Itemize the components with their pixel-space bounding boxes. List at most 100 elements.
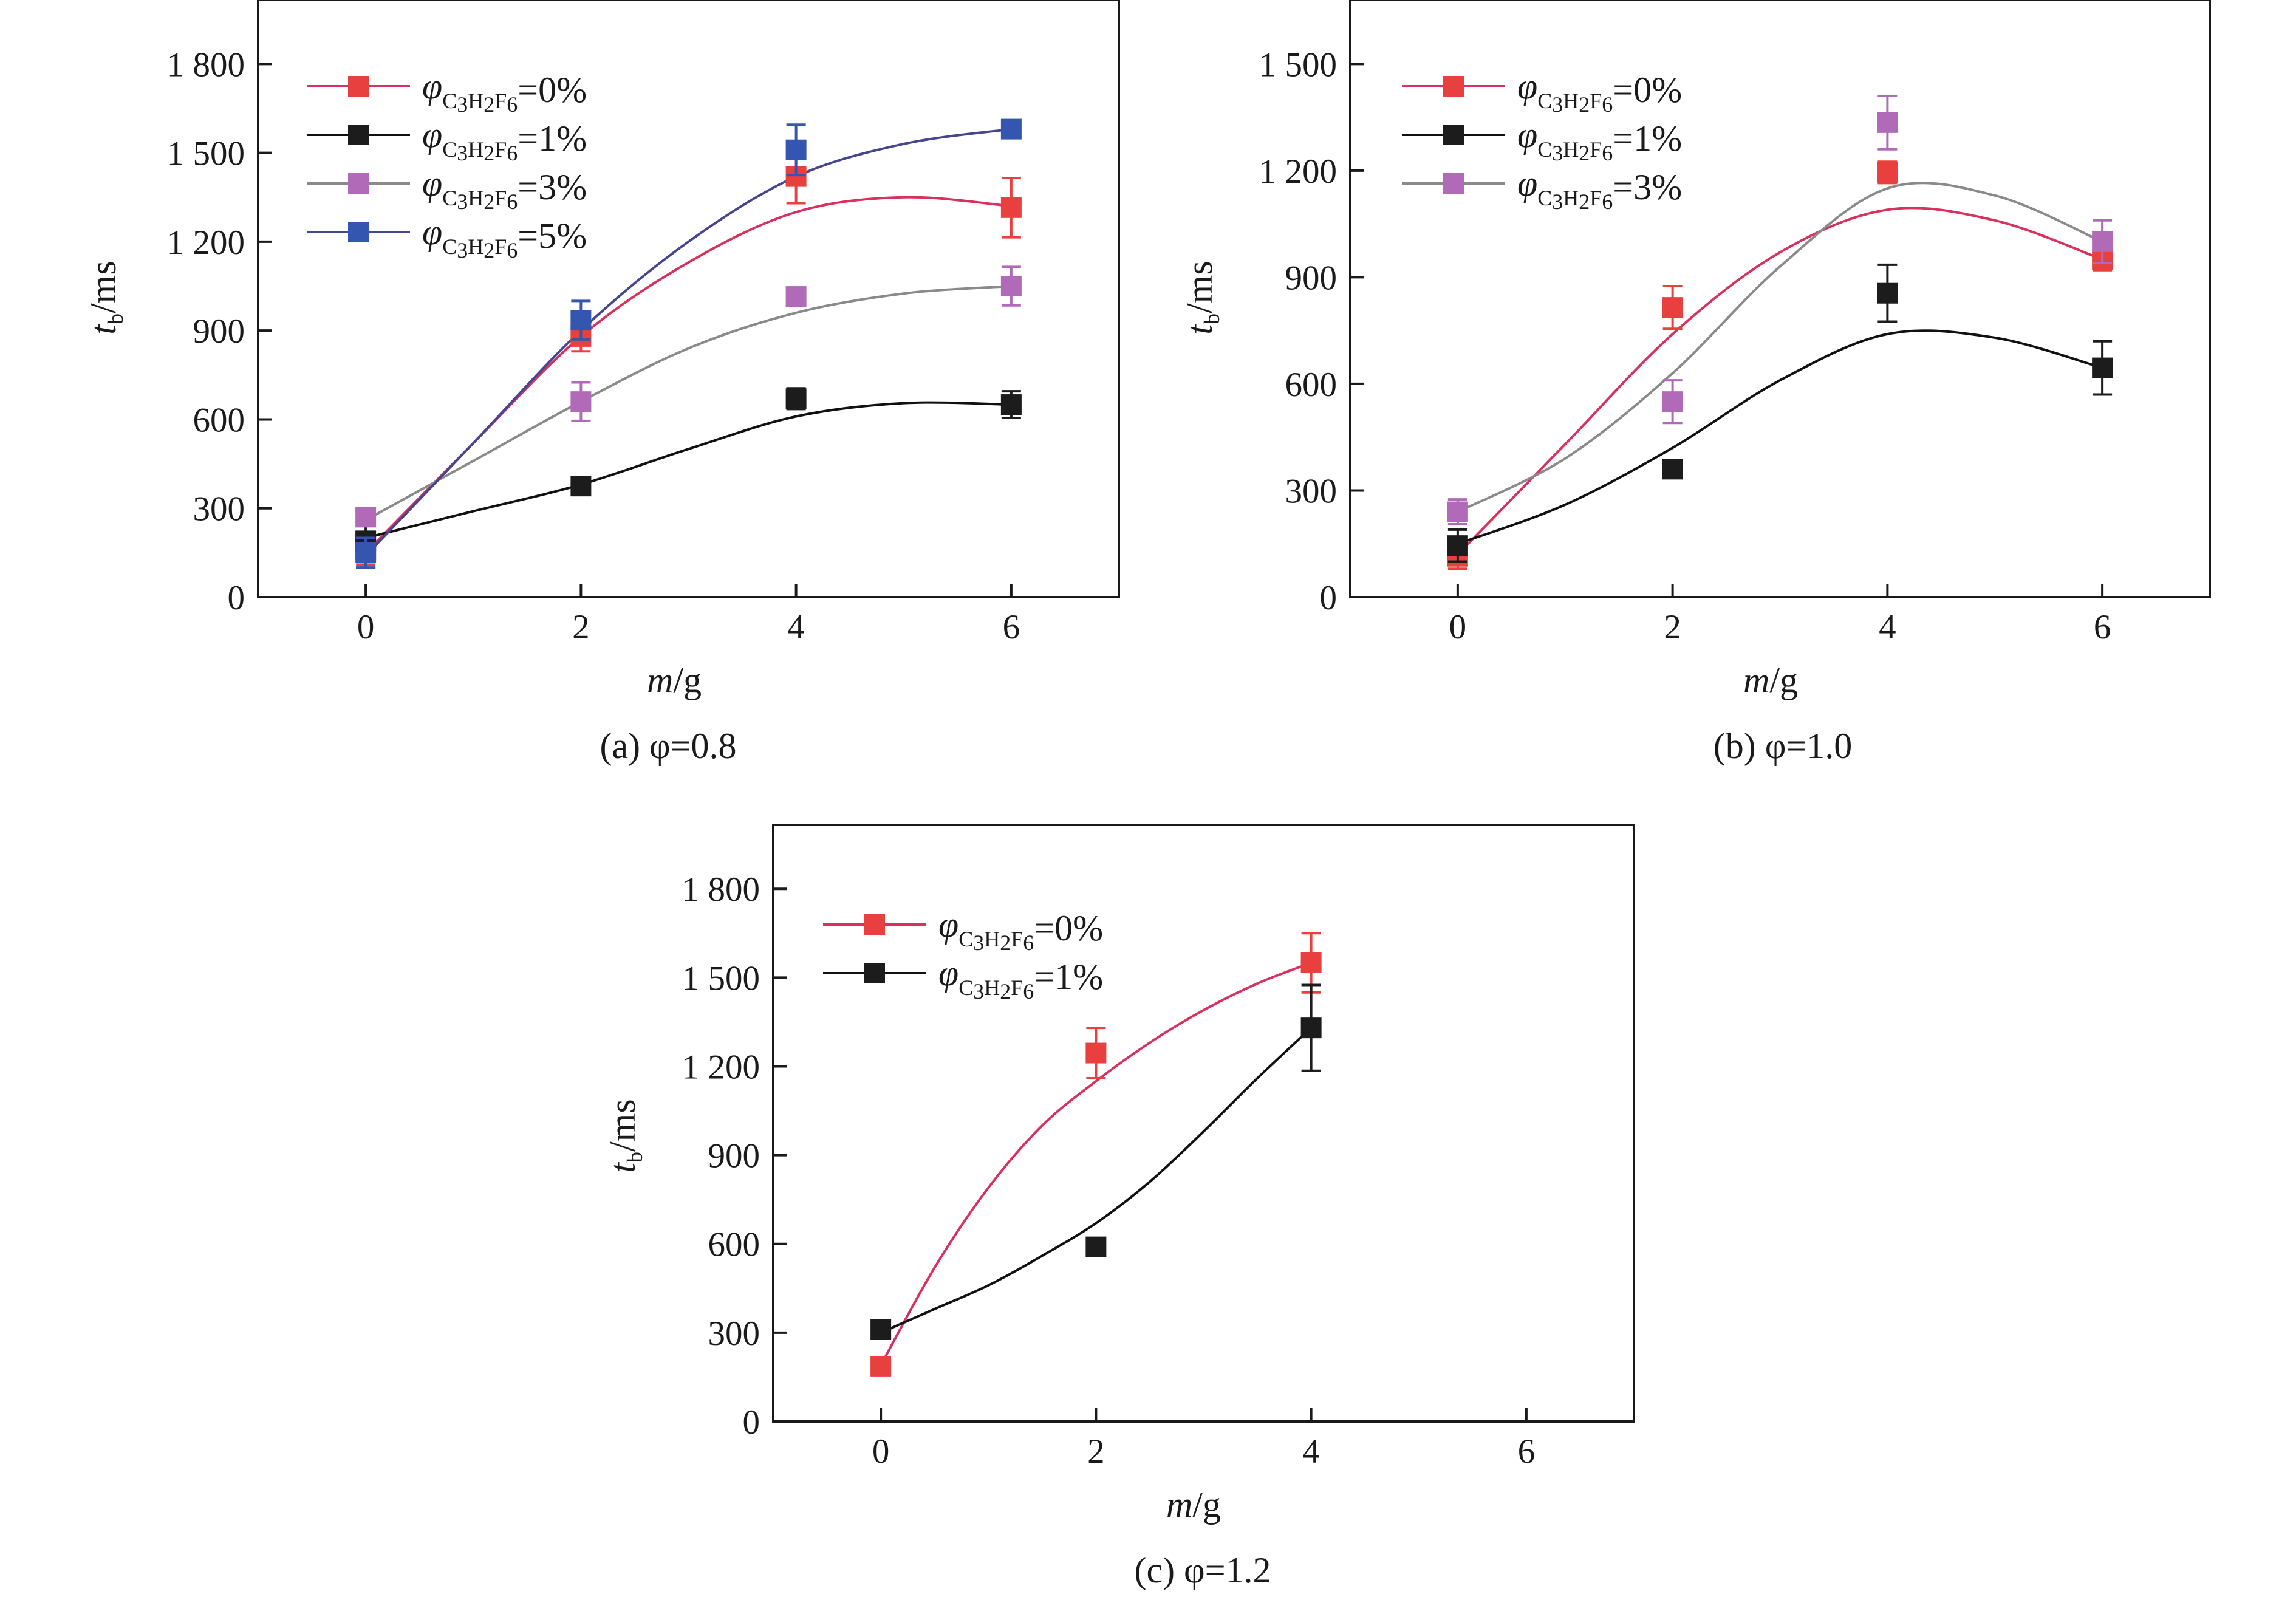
legend-label: φC3H2F6=0% [1517,66,1682,117]
fit-curve-series-3 [365,285,1012,521]
legend-sub-c: C [442,186,457,210]
y-axis-label-subscript: b [103,313,128,324]
fit-curve-series-2 [880,1027,1312,1334]
data-point-series-3 [355,507,377,528]
legend-sub-2: 2 [483,92,494,117]
chart-panel-3: 0 300 600 900 1 200 1 500 1 800 0 2 4 6 tb/ms m/g (c)… [603,824,1635,1590]
legend-phi: φ [422,115,442,155]
legend-sub-h: H [468,186,483,210]
y-tick-label: 1 500 [682,959,760,997]
x-tick-label: 6 [2094,608,2111,646]
data-point-series-1 [1000,197,1022,218]
plot-frame [772,824,1635,1423]
legend-sub-3: 3 [457,238,468,262]
data-point-series-2 [1877,282,1898,304]
legend-marker [864,914,885,935]
legend-series-name: =0% [518,70,587,110]
legend-marker [864,963,885,983]
legend-phi: φ [422,212,442,252]
y-tick-label: 600 [1285,366,1338,404]
legend-sub-2: 2 [483,190,494,214]
legend-label: φC3H2F6=5% [422,212,587,262]
data-point-series-1 [870,1356,892,1377]
y-axis-label-subscript: b [1200,313,1224,324]
y-tick-label: 1 200 [682,1048,760,1086]
legend-label: φC3H2F6=0% [938,905,1103,955]
legend-sub-h: H [984,927,1000,951]
fit-curve-series-2 [1457,329,2103,545]
legend-sub-2: 2 [1579,92,1590,117]
legend-phi: φ [938,905,958,945]
y-tick-label: 600 [193,401,245,439]
panel-caption: (c) φ=1.2 [1134,1550,1271,1590]
legend-sub-f: F [1011,927,1023,951]
data-point-series-3 [1447,501,1468,522]
legend-sub-6: 6 [1602,92,1613,117]
legend-phi: φ [1517,163,1537,203]
x-axis-label-unit: /g [1769,660,1798,700]
fit-curve-series-2 [365,401,1011,539]
panel-caption: (a) φ=0.8 [600,726,736,766]
legend-sub-2: 2 [1000,979,1011,1004]
data-point-series-3 [1000,276,1022,297]
legend-sub-f: F [494,186,507,210]
legend-marker [348,125,369,145]
y-axis-label-unit: /ms [1180,261,1220,313]
legend-label: φC3H2F6=0% [422,66,587,117]
legend-sub-6: 6 [507,92,518,117]
y-axis-label-subscript: b [623,1152,647,1163]
legend-series-name: =1% [518,118,587,159]
data-point-series-2 [570,476,592,497]
x-tick-label: 4 [787,608,805,646]
data-point-series-4 [785,139,807,160]
data-point-series-3 [1877,112,1898,133]
y-tick-label: 0 [1320,579,1338,617]
legend-marker [1443,173,1464,194]
y-tick-label: 600 [708,1226,760,1264]
legend-series-name: =0% [1034,908,1103,948]
y-axis-label: tb/ms [83,261,128,334]
legend-sub-2: 2 [1579,141,1590,165]
y-axis-label: tb/ms [603,1099,647,1172]
data-point-series-3 [785,286,807,307]
legend-phi: φ [1517,66,1537,106]
legend-sub-f: F [494,137,507,162]
legend-sub-6: 6 [1602,141,1613,165]
y-axis-label-symbol: t [603,1162,643,1173]
y-tick-label: 1 500 [1259,46,1337,84]
x-tick-label: 6 [1003,608,1020,646]
legend-entry-2: φC3H2F6=1% [823,953,1103,1004]
x-tick-label: 2 [1087,1432,1105,1471]
legend-sub-6: 6 [507,141,518,165]
legend-sub-3: 3 [973,931,984,955]
chart-panel-2: 0 300 600 900 1 200 1 500 0 2 4 6 tb/ms m/g (b) φ=1.… [1180,0,2211,766]
data-point-series-2 [1447,535,1468,556]
legend-sub-f: F [1011,976,1023,1000]
y-axis-label-symbol: t [1180,324,1220,335]
plot-frame [257,0,1120,598]
y-tick-label: 900 [193,312,245,351]
data-point-series-2 [2092,357,2113,378]
data-point-series-2 [1662,459,1683,480]
plot-frame [1349,0,2211,598]
legend-sub-6: 6 [507,238,518,262]
data-point-series-3 [570,391,592,412]
data-point-series-3 [1662,391,1683,412]
y-tick-label: 0 [743,1403,760,1441]
legend-marker [1443,76,1464,97]
legend-series-name: =0% [1613,70,1682,110]
legend-entry-2: φC3H2F6=1% [1402,115,1682,165]
fit-curve-series-1 [880,962,1312,1366]
y-tick-label: 300 [193,490,245,528]
legend-sub-f: F [494,89,507,113]
data-point-series-1 [1085,1042,1107,1064]
legend-sub-h: H [1563,89,1579,113]
legend-sub-3: 3 [457,190,468,214]
legend-phi: φ [422,163,442,203]
legend-sub-6: 6 [1023,979,1034,1004]
legend-sub-h: H [1563,186,1579,210]
y-tick-label: 1 200 [1259,152,1337,191]
x-axis-label-symbol: m [1166,1485,1192,1525]
y-axis-label-unit: /ms [83,261,123,313]
data-point-series-3 [2092,231,2113,252]
